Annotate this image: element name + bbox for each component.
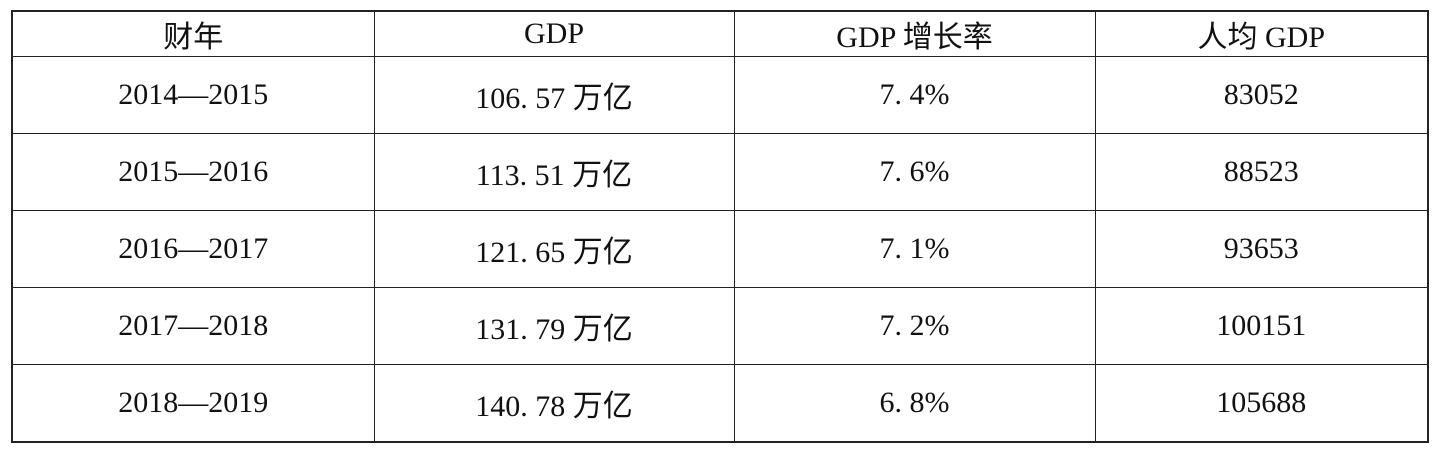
header-row: 财年 GDP GDP 增长率 人均 GDP — [11, 10, 1429, 57]
table-cell: 113. 51 万亿 — [373, 132, 735, 211]
table-cell: 7. 2% — [733, 286, 1096, 365]
table-row: 2017—2018 131. 79 万亿 7. 2% 100151 — [11, 286, 1429, 365]
table-cell: 6. 8% — [733, 363, 1096, 443]
table-cell: 88523 — [1094, 132, 1429, 211]
table-row: 2015—2016 113. 51 万亿 7. 6% 88523 — [11, 132, 1429, 211]
table-cell: 131. 79 万亿 — [373, 286, 735, 365]
table-cell: 2016—2017 — [11, 209, 375, 288]
table-cell: 2015—2016 — [11, 132, 375, 211]
table-row: 2016—2017 121. 65 万亿 7. 1% 93653 — [11, 209, 1429, 288]
table-header: 财年 GDP GDP 增长率 人均 GDP — [11, 10, 1429, 57]
table-body: 2014—2015 106. 57 万亿 7. 4% 83052 2015—2016 11… — [11, 56, 1429, 443]
table-cell: 2018—2019 — [11, 363, 375, 443]
table-cell: 105688 — [1094, 363, 1429, 443]
header-cell: 人均 GDP — [1094, 10, 1429, 57]
table-cell: 140. 78 万亿 — [373, 363, 735, 443]
header-cell: GDP 增长率 — [733, 10, 1096, 57]
table-cell: 121. 65 万亿 — [373, 209, 735, 288]
table-cell: 83052 — [1094, 56, 1429, 134]
table-cell: 7. 1% — [733, 209, 1096, 288]
table-cell: 93653 — [1094, 209, 1429, 288]
table-cell: 100151 — [1094, 286, 1429, 365]
table-row: 2014—2015 106. 57 万亿 7. 4% 83052 — [11, 56, 1429, 134]
table-cell: 106. 57 万亿 — [373, 56, 735, 134]
table-cell: 7. 4% — [733, 56, 1096, 134]
gdp-table: 财年 GDP GDP 增长率 人均 GDP 2014—2015 106. 57 万亿 7.… — [11, 10, 1429, 443]
table-row: 2018—2019 140. 78 万亿 6. 8% 105688 — [11, 363, 1429, 443]
table-cell: 7. 6% — [733, 132, 1096, 211]
header-cell: GDP — [373, 10, 735, 57]
table-cell: 2014—2015 — [11, 56, 375, 134]
table-cell: 2017—2018 — [11, 286, 375, 365]
header-cell: 财年 — [11, 10, 375, 57]
